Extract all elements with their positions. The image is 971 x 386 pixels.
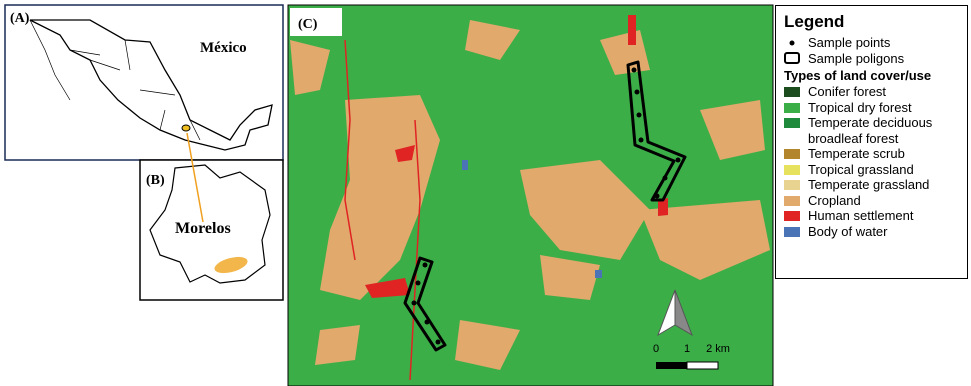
patch — [315, 325, 360, 365]
legend-item: Body of water — [784, 224, 959, 240]
legend-swatch — [784, 149, 800, 159]
legend-swatch — [784, 87, 800, 97]
maps: (A) México (B) Morelos (C) — [0, 0, 775, 386]
country-label: México — [200, 40, 247, 56]
legend-label: Cropland — [808, 193, 861, 209]
legend-label: Sample points — [808, 35, 890, 51]
legend-label: Temperate scrub — [808, 146, 905, 162]
legend-title: Legend — [784, 12, 959, 32]
legend-item: Tropical dry forest — [784, 100, 959, 116]
legend-swatch — [784, 227, 800, 237]
legend-subtitle: Types of land cover/use — [784, 68, 959, 83]
panel-label: (A) — [10, 11, 30, 26]
legend-item: Sample poligons — [784, 51, 959, 67]
legend-item: Temperate grassland — [784, 177, 959, 193]
state-label: Morelos — [175, 220, 231, 237]
legend-item: Temperate scrub — [784, 146, 959, 162]
legend-swatch — [784, 118, 800, 128]
morelos-marker — [182, 125, 190, 131]
legend-label: Temperate deciduous broadleaf forest — [808, 115, 948, 146]
legend-swatch — [784, 196, 800, 206]
panel-label: (C) — [298, 17, 318, 32]
scale-label: 2 km — [706, 343, 730, 355]
legend-item: Cropland — [784, 193, 959, 209]
legend-item: Sample points — [784, 35, 959, 51]
legend: Legend Sample points Sample poligons Typ… — [775, 5, 968, 279]
legend-label: Conifer forest — [808, 84, 886, 100]
scale-label: 1 — [684, 343, 690, 355]
legend-item: Temperate deciduous broadleaf forest — [784, 115, 959, 146]
legend-item: Tropical grassland — [784, 162, 959, 178]
legend-swatch — [784, 103, 800, 113]
legend-label: Temperate grassland — [808, 177, 929, 193]
legend-label: Tropical dry forest — [808, 100, 912, 116]
page: (A) México (B) Morelos (C) — [0, 0, 971, 386]
patch — [628, 15, 636, 45]
legend-swatch — [784, 211, 800, 221]
panel-label: (B) — [146, 173, 165, 188]
legend-swatch — [784, 180, 800, 190]
legend-label: Sample poligons — [808, 51, 904, 67]
legend-label: Body of water — [808, 224, 888, 240]
legend-swatch — [784, 165, 800, 175]
scale-label: 0 — [653, 343, 659, 355]
legend-label: Tropical grassland — [808, 162, 914, 178]
legend-item: Human settlement — [784, 208, 959, 224]
legend-item: Conifer forest — [784, 84, 959, 100]
legend-label: Human settlement — [808, 208, 914, 224]
scale-bar — [656, 362, 718, 369]
